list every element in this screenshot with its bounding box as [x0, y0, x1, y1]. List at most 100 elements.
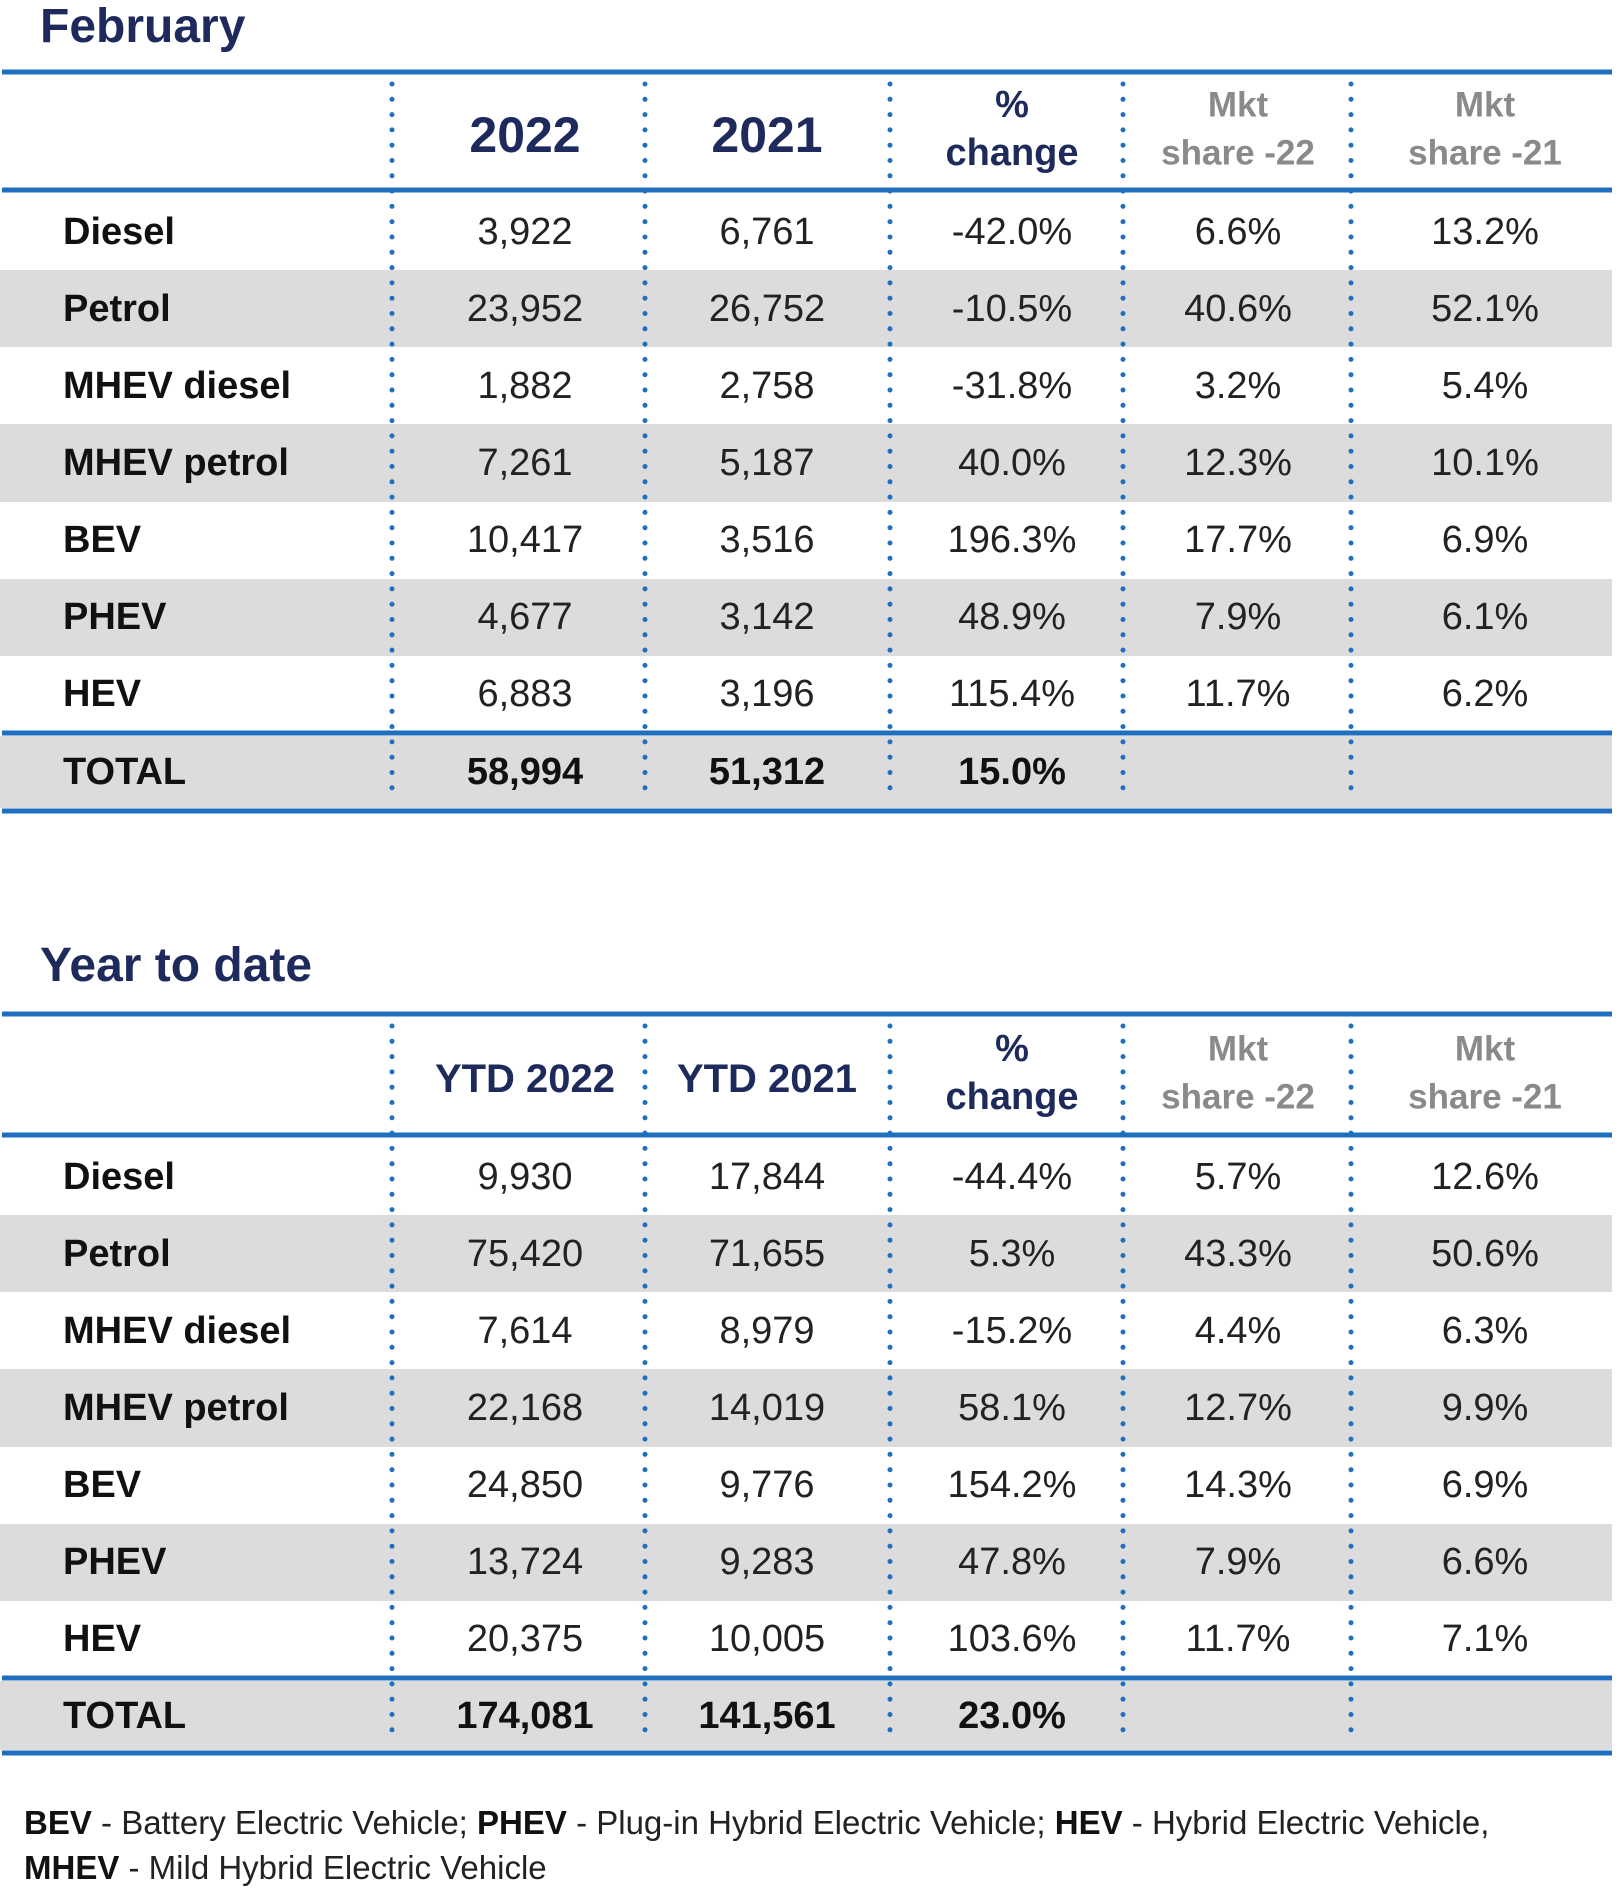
- row-shade: [0, 1369, 1612, 1447]
- cell: 6.3%: [1441, 1309, 1529, 1352]
- row-shade: [0, 1681, 1612, 1750]
- cell: 11.7%: [1185, 1618, 1291, 1661]
- row-shade: [0, 424, 1612, 502]
- cell: 9,776: [719, 1464, 815, 1507]
- cell: 7.9%: [1194, 1541, 1282, 1584]
- cell: -44.4%: [951, 1155, 1073, 1198]
- cell: 43.3%: [1184, 1232, 1292, 1275]
- cell: 6.2%: [1441, 673, 1529, 716]
- cell: -31.8%: [951, 364, 1073, 407]
- column-header: YTD 2022: [434, 1056, 616, 1101]
- term: HEV: [1054, 1804, 1123, 1841]
- cell: 6.6%: [1194, 210, 1282, 253]
- total-label: TOTAL: [63, 1694, 187, 1737]
- row-label: HEV: [63, 673, 142, 716]
- row-label: PHEV: [63, 1541, 167, 1584]
- cell: 14,019: [708, 1387, 826, 1429]
- section-title: February: [40, 0, 246, 53]
- row-shade: [0, 736, 1612, 808]
- total-cell: 23.0%: [958, 1694, 1066, 1737]
- row-label: MHEV diesel: [63, 364, 292, 407]
- column-header: share -21: [1408, 1077, 1562, 1116]
- column-header: share -21: [1408, 133, 1562, 173]
- cell: 196.3%: [947, 519, 1077, 562]
- cell: 20,375: [466, 1618, 584, 1661]
- definition: - Plug-in Hybrid Electric Vehicle;: [576, 1804, 1046, 1841]
- definition: - Hybrid Electric Vehicle,: [1131, 1804, 1490, 1841]
- column-header: Mkt: [1454, 85, 1516, 125]
- total-label: TOTAL: [63, 751, 187, 793]
- column-header: %: [995, 84, 1029, 126]
- total-cell: 174,081: [456, 1694, 594, 1737]
- column-header: change: [945, 132, 1079, 174]
- cell: 5.7%: [1194, 1155, 1282, 1198]
- section-title: Year to date: [40, 939, 313, 992]
- row-shade: [0, 270, 1612, 348]
- cell: 26,752: [708, 287, 826, 330]
- term: BEV: [24, 1804, 92, 1841]
- row-shade: [0, 1215, 1612, 1293]
- cell: 40.6%: [1184, 287, 1292, 330]
- cell: 10,417: [466, 519, 584, 562]
- footnote: BEV - Battery Electric Vehicle; PHEV - P…: [24, 1800, 1584, 1890]
- total-cell: 58,994: [466, 751, 584, 793]
- cell: 50.6%: [1431, 1232, 1539, 1275]
- column-header: %: [995, 1027, 1029, 1070]
- column-header: 2022: [469, 107, 581, 163]
- definition: - Mild Hybrid Electric Vehicle: [128, 1849, 547, 1886]
- cell: 7,614: [477, 1309, 573, 1352]
- cell: 52.1%: [1431, 287, 1539, 330]
- cell: 47.8%: [958, 1541, 1066, 1584]
- column-header: 2021: [711, 107, 823, 163]
- row-label: HEV: [63, 1618, 142, 1661]
- cell: 9,930: [477, 1155, 573, 1198]
- row-label: Petrol: [63, 1232, 171, 1275]
- cell: 3,922: [477, 210, 573, 253]
- cell: 5,187: [719, 442, 815, 484]
- cell: 9.9%: [1441, 1387, 1529, 1429]
- cell: 2,758: [719, 364, 815, 407]
- cell: 13,724: [466, 1541, 584, 1584]
- cell: 7,261: [477, 442, 573, 484]
- column-header: change: [945, 1075, 1079, 1118]
- row-label: PHEV: [63, 596, 167, 639]
- cell: 75,420: [466, 1232, 584, 1275]
- cell: 3.2%: [1194, 364, 1282, 407]
- term: PHEV: [477, 1804, 567, 1841]
- cell: -42.0%: [951, 210, 1073, 253]
- term: MHEV: [24, 1849, 120, 1886]
- cell: 12.6%: [1431, 1155, 1539, 1198]
- row-label: BEV: [63, 519, 142, 562]
- cell: 22,168: [466, 1387, 584, 1429]
- row-label: MHEV diesel: [63, 1309, 292, 1352]
- column-header: Mkt: [1207, 1029, 1269, 1068]
- cell: 6.9%: [1441, 519, 1529, 562]
- definition: - Battery Electric Vehicle;: [101, 1804, 468, 1841]
- cell: 24,850: [466, 1464, 584, 1507]
- cell: 13.2%: [1431, 210, 1539, 253]
- row-shade: [0, 1523, 1612, 1601]
- cell: 5.4%: [1441, 364, 1529, 407]
- cell: 3,516: [719, 519, 815, 562]
- cell: -10.5%: [951, 287, 1073, 330]
- cell: 8,979: [719, 1309, 815, 1352]
- cell: 10,005: [708, 1618, 826, 1661]
- row-label: MHEV petrol: [63, 1387, 289, 1429]
- cell: 10.1%: [1431, 442, 1539, 484]
- cell: 154.2%: [947, 1464, 1077, 1507]
- cell: 40.0%: [958, 442, 1066, 484]
- column-header: Mkt: [1207, 85, 1269, 125]
- total-cell: 51,312: [708, 751, 826, 793]
- cell: 1,882: [477, 364, 573, 407]
- cell: 3,142: [719, 596, 815, 639]
- column-header: share -22: [1161, 133, 1315, 173]
- cell: 3,196: [719, 673, 815, 716]
- cell: 48.9%: [958, 596, 1066, 639]
- row-label: Diesel: [63, 210, 175, 253]
- cell: 14.3%: [1184, 1464, 1292, 1507]
- cell: 5.3%: [968, 1232, 1056, 1275]
- cell: 12.7%: [1184, 1387, 1292, 1429]
- cell: 71,655: [708, 1232, 826, 1275]
